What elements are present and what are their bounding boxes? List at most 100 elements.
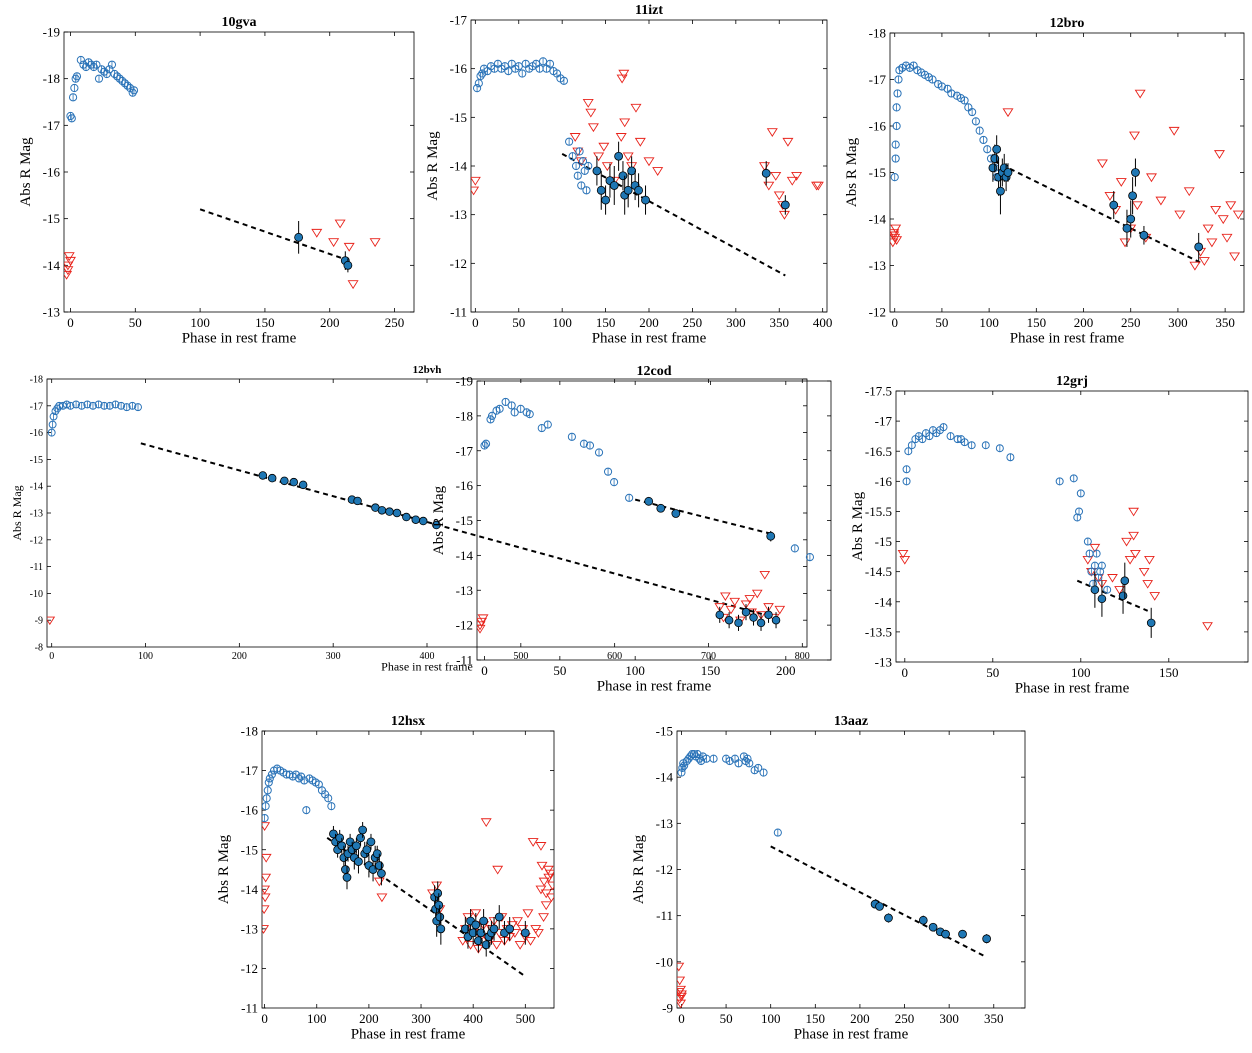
- chart-title: 13aaz: [834, 714, 868, 729]
- open-point: [100, 401, 109, 410]
- y-tick-label: -9: [662, 1001, 673, 1016]
- y-tick-label: -16: [869, 119, 887, 134]
- x-tick-label: 100: [1071, 665, 1091, 680]
- filled-point: [356, 833, 365, 843]
- chart-title: 11izt: [635, 3, 663, 18]
- open-point: [1069, 474, 1078, 483]
- upper-limit-point: [492, 865, 504, 875]
- upper-limit-point: [1104, 192, 1116, 201]
- y-tick-label: -13: [869, 258, 886, 273]
- open-point: [893, 89, 902, 98]
- y-axis-label: Abs R Mag: [631, 834, 647, 904]
- filled-point: [764, 610, 773, 620]
- filled-point: [1120, 576, 1130, 585]
- open-point: [89, 62, 98, 72]
- y-tick-label: -10: [30, 589, 43, 600]
- open-point: [678, 763, 687, 772]
- x-tick-label: 50: [720, 1011, 733, 1026]
- x-tick-label: 500: [516, 1011, 536, 1026]
- filled-point: [1194, 242, 1204, 252]
- open-point: [72, 400, 81, 409]
- filled-point: [374, 861, 384, 870]
- open-point: [49, 412, 58, 421]
- filled-point: [644, 496, 654, 506]
- y-tick-label: -14.5: [865, 564, 892, 579]
- upper-limit-point: [1221, 233, 1233, 243]
- open-point: [1006, 453, 1015, 462]
- filled-point: [460, 924, 470, 934]
- open-point: [677, 768, 686, 777]
- upper-limit-point: [751, 589, 763, 599]
- open-point: [94, 74, 104, 83]
- upper-limit-point: [778, 210, 790, 220]
- fit-line: [561, 152, 786, 277]
- filled-point: [601, 195, 610, 205]
- y-tick-label: -13: [43, 305, 60, 320]
- y-tick-label: -11: [456, 653, 473, 668]
- open-point: [582, 186, 591, 195]
- open-point: [68, 93, 78, 102]
- upper-limit-point: [1232, 210, 1244, 220]
- upper-limit-point: [763, 181, 775, 191]
- upper-limit-point: [1134, 89, 1146, 99]
- x-axis-label: Phase in rest frame: [1015, 681, 1130, 697]
- upper-limit-point: [720, 592, 731, 601]
- upper-limit-point: [811, 181, 823, 191]
- upper-limit-point: [622, 152, 634, 162]
- open-point: [302, 806, 311, 815]
- open-point: [1075, 507, 1084, 516]
- x-tick-label: 0: [481, 663, 488, 678]
- fit-line: [634, 498, 775, 536]
- open-point: [72, 72, 82, 81]
- filled-point: [884, 913, 893, 923]
- upper-limit-point: [1202, 622, 1213, 631]
- open-point: [77, 401, 86, 410]
- x-tick-label: 0: [891, 315, 898, 330]
- upper-limit-point: [585, 108, 597, 118]
- upper-limit-point: [786, 176, 798, 186]
- upper-limit-point: [758, 162, 770, 172]
- subplot-10gva: 0 50 100 150 200 250 -19 -18 -17 -16 -15 -14 -13 10gv…: [18, 15, 415, 347]
- filled-point: [741, 607, 751, 617]
- y-tick-label: -17: [456, 443, 474, 458]
- upper-limit-point: [569, 133, 581, 142]
- x-tick-label: 200: [359, 1011, 379, 1026]
- filled-point: [341, 865, 350, 874]
- axes-box: [895, 390, 1249, 663]
- y-tick-label: -17: [450, 13, 468, 28]
- plot-area: [890, 61, 1244, 271]
- axes-box: [63, 31, 415, 313]
- x-tick-label: 50: [935, 315, 948, 330]
- upper-limit-point: [1002, 108, 1014, 118]
- open-point: [971, 117, 980, 126]
- x-tick-label: 200: [639, 315, 659, 330]
- filled-point: [377, 869, 386, 878]
- open-point: [81, 62, 91, 72]
- upper-limit-point: [262, 873, 272, 883]
- open-point: [725, 756, 734, 766]
- y-tick-label: -13: [241, 921, 258, 936]
- subplot-12bvh: 0 100 200 300 400 500 600 700 800 -18 -17 -16 -15 -14…: [10, 364, 810, 674]
- y-axis-label: Abs R Mag: [431, 485, 447, 555]
- x-tick-label: 100: [761, 1011, 781, 1026]
- x-tick-label: 50: [986, 665, 999, 680]
- open-point: [902, 477, 911, 486]
- x-tick-label: 400: [813, 315, 833, 330]
- upper-limit-point: [1189, 261, 1201, 271]
- open-point: [478, 69, 487, 78]
- open-point: [481, 439, 491, 448]
- upper-limit-point: [328, 238, 340, 248]
- filled-point: [941, 929, 950, 939]
- upper-limit-point: [1145, 173, 1157, 183]
- filled-point: [634, 185, 643, 195]
- filled-point: [756, 618, 766, 628]
- open-point: [983, 145, 992, 154]
- chart-title: 12hsx: [391, 714, 425, 729]
- y-tick-label: -18: [241, 724, 258, 739]
- filled-point: [1131, 168, 1140, 177]
- open-point: [979, 135, 988, 145]
- upper-limit-point: [677, 976, 686, 986]
- subplot-12cod: 0 50 100 150 200 -19 -18 -17 -16 -15 -14 -13 -12 -11 1…: [431, 364, 832, 695]
- open-point: [584, 161, 593, 171]
- open-point: [113, 72, 122, 81]
